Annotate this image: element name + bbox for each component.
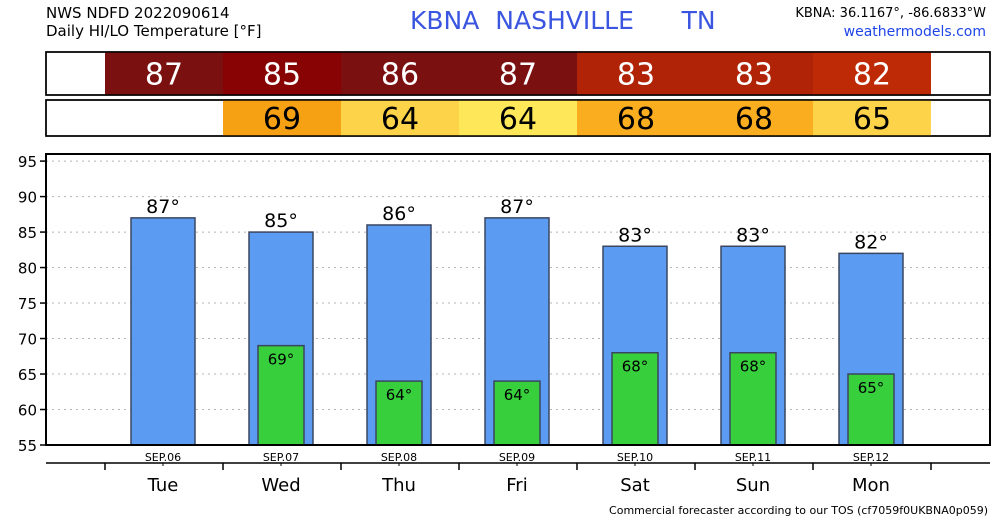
date-label: SEP.09 bbox=[499, 451, 535, 464]
high-strip-value: 83 bbox=[735, 58, 773, 93]
low-strip-cell bbox=[459, 100, 577, 136]
y-tick-label: 70 bbox=[18, 331, 37, 349]
high-strip-value: 87 bbox=[145, 58, 183, 93]
day-label: Thu bbox=[381, 475, 416, 496]
footer-note: Commercial forecaster according to our T… bbox=[609, 504, 988, 517]
day-label: Fri bbox=[506, 475, 527, 496]
low-bar-label: 68° bbox=[740, 358, 767, 376]
low-bar bbox=[493, 380, 541, 446]
temperature-strips: 87 85 86 87 83 83 82 69 64 64 68 68 65 bbox=[45, 51, 991, 137]
low-strip-value: 64 bbox=[499, 102, 537, 137]
header-left: NWS NDFD 2022090614 Daily HI/LO Temperat… bbox=[46, 4, 262, 40]
low-bar-label: 64° bbox=[386, 386, 413, 404]
model-run-label: NWS NDFD 2022090614 bbox=[46, 4, 230, 22]
high-bar bbox=[130, 217, 196, 446]
y-tick-label: 85 bbox=[18, 224, 37, 242]
station-code: KBNA bbox=[410, 6, 480, 35]
date-label: SEP.12 bbox=[853, 451, 889, 464]
high-bar-label: 87° bbox=[146, 196, 180, 218]
date-label: SEP.07 bbox=[263, 451, 299, 464]
station-title: KBNA NASHVILLE TN bbox=[410, 6, 716, 35]
day-label: Tue bbox=[147, 475, 179, 496]
low-bar-label: 68° bbox=[622, 358, 649, 376]
high-bar-label: 83° bbox=[618, 224, 652, 246]
low-strip-value: 69 bbox=[263, 102, 301, 137]
y-tick-label: 60 bbox=[18, 402, 37, 420]
high-strip-value: 82 bbox=[853, 58, 891, 93]
high-bar-label: 87° bbox=[500, 196, 534, 218]
low-strip-cell bbox=[577, 100, 695, 136]
high-strip-value: 87 bbox=[499, 58, 537, 93]
high-strip-border bbox=[45, 51, 991, 96]
plot-frame bbox=[45, 153, 991, 446]
low-strip-cell bbox=[695, 100, 813, 136]
high-bar-label: 85° bbox=[264, 210, 298, 232]
y-tick-label: 95 bbox=[18, 153, 37, 171]
high-strip-cell bbox=[223, 52, 341, 95]
date-label: SEP.11 bbox=[735, 451, 771, 464]
high-strip-cell bbox=[577, 52, 695, 95]
header-right: KBNA: 36.1167°, -86.6833°W weathermodels… bbox=[795, 4, 986, 42]
low-strip-border bbox=[45, 99, 991, 137]
low-strip-cell bbox=[813, 100, 931, 136]
high-strip-cell bbox=[459, 52, 577, 95]
low-bar-label: 69° bbox=[268, 351, 295, 369]
low-bar-label: 64° bbox=[504, 386, 531, 404]
high-strip-cell bbox=[813, 52, 931, 95]
low-strip-value: 68 bbox=[617, 102, 655, 137]
low-strip-cell bbox=[223, 100, 341, 136]
high-bar-label: 82° bbox=[854, 231, 888, 253]
low-bar bbox=[611, 351, 659, 446]
day-label: Wed bbox=[261, 475, 300, 496]
high-strip-value: 85 bbox=[263, 58, 301, 93]
low-strip-value: 64 bbox=[381, 102, 419, 137]
y-tick-label: 65 bbox=[18, 366, 37, 384]
day-label: Sun bbox=[736, 475, 770, 496]
low-bar bbox=[847, 373, 895, 446]
low-strip-value: 65 bbox=[853, 102, 891, 137]
product-label: Daily HI/LO Temperature [°F] bbox=[46, 22, 262, 40]
y-tick-label: 55 bbox=[18, 437, 37, 455]
high-strip-cell bbox=[695, 52, 813, 95]
low-bar-label: 65° bbox=[858, 379, 885, 397]
station-state: TN bbox=[681, 6, 716, 35]
low-bar bbox=[729, 351, 777, 446]
y-tick-label: 90 bbox=[18, 189, 37, 207]
y-tick-label: 75 bbox=[18, 295, 37, 313]
high-strip-value: 86 bbox=[381, 58, 419, 93]
high-strip-cell bbox=[341, 52, 459, 95]
date-label: SEP.08 bbox=[381, 451, 417, 464]
low-strip-value: 68 bbox=[735, 102, 773, 137]
date-label: SEP.06 bbox=[145, 451, 181, 464]
station-coords: KBNA: 36.1167°, -86.6833°W bbox=[795, 6, 986, 21]
high-strip-cell bbox=[105, 52, 223, 95]
day-label: Mon bbox=[852, 475, 890, 496]
plot-area: 55 60 65 70 75 80 85 90 95 87° 85° 69° 86° 64° 87° 64° 8… bbox=[18, 153, 991, 496]
date-label: SEP.10 bbox=[617, 451, 653, 464]
high-strip-value: 83 bbox=[617, 58, 655, 93]
low-strip-cell bbox=[341, 100, 459, 136]
y-tick-label: 80 bbox=[18, 260, 37, 278]
high-bar-label: 86° bbox=[382, 203, 416, 225]
site-link[interactable]: weathermodels.com bbox=[843, 24, 986, 40]
station-name: NASHVILLE bbox=[495, 6, 634, 35]
high-bar-label: 83° bbox=[736, 224, 770, 246]
day-label: Sat bbox=[620, 475, 650, 496]
